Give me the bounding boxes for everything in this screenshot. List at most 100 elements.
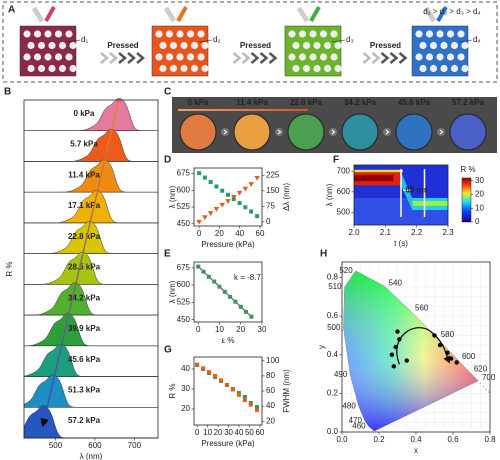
pore xyxy=(292,64,300,73)
curve-label: 22.8 kPa xyxy=(68,232,101,241)
wavelength-label: 520 xyxy=(339,266,353,275)
pore xyxy=(48,41,56,50)
pore xyxy=(186,53,195,61)
y-tick-label: 30 xyxy=(181,384,190,393)
pore xyxy=(44,30,52,38)
curve-label: 0 kPa xyxy=(74,109,95,118)
curve-label: 28.5 kPa xyxy=(68,263,101,272)
pore xyxy=(44,53,52,61)
pressure-label: 34.2 kPa xyxy=(344,98,377,107)
pore xyxy=(302,64,311,73)
wavelength-label: 560 xyxy=(415,304,429,313)
pore xyxy=(425,30,434,38)
wavelength-label: 480 xyxy=(342,401,356,410)
marker xyxy=(242,398,247,403)
x-axis-label: t (s) xyxy=(394,239,408,248)
y-tick-label: 450 xyxy=(177,315,191,324)
x-tick-label: 60 xyxy=(256,229,265,238)
pore xyxy=(309,30,317,38)
x-tick-label: 40 xyxy=(235,428,244,437)
pore xyxy=(37,64,46,73)
chevron xyxy=(250,52,260,64)
y-tick-label: 20 xyxy=(181,404,190,413)
plot-frame xyxy=(193,356,263,426)
marker xyxy=(218,378,223,383)
marker xyxy=(248,402,253,407)
pore xyxy=(429,41,438,50)
y-axis-label: R % xyxy=(5,261,14,276)
leader xyxy=(458,39,473,43)
y-tick-label: 225 xyxy=(266,170,280,179)
trend-arrow xyxy=(396,327,450,365)
y-axis-label: R % xyxy=(168,383,177,398)
y-axis-label: λ (nm) xyxy=(168,280,177,303)
x-tick-label: 30 xyxy=(224,428,233,437)
pore xyxy=(429,64,438,73)
chevron xyxy=(259,52,269,64)
wavelength-label: 600 xyxy=(462,352,476,361)
x-tick-label: 20 xyxy=(214,428,223,437)
pore xyxy=(201,64,209,73)
pore xyxy=(457,30,465,38)
y-tick-label: 100 xyxy=(266,356,280,365)
step-arrow xyxy=(439,129,444,135)
pore xyxy=(436,30,444,38)
y-tick-label: 600 xyxy=(177,280,191,289)
marker xyxy=(217,284,222,289)
heat-edge xyxy=(354,169,403,173)
relation: d₁ > d₂ > d₃ > d₄ xyxy=(423,7,480,16)
x-tick-label: 20 xyxy=(215,229,224,238)
plot-frame xyxy=(353,164,449,226)
step-arrow xyxy=(223,129,228,135)
curve-label: 39.9 kPa xyxy=(68,324,101,333)
marker xyxy=(230,195,237,200)
x-tick-label: 40 xyxy=(235,229,244,238)
marker xyxy=(242,186,249,192)
curve-label: 45.6 kPa xyxy=(68,355,101,364)
pressure-bar xyxy=(178,109,308,111)
pore xyxy=(65,30,73,38)
marker xyxy=(206,274,211,279)
pore xyxy=(180,64,188,73)
action-label: Pressed xyxy=(240,41,271,50)
pore xyxy=(415,53,423,61)
y-tick-label: 80 xyxy=(266,371,275,380)
pore xyxy=(201,41,209,50)
pore xyxy=(58,41,67,50)
pore xyxy=(457,53,465,61)
x-tick-label: 0.0 xyxy=(336,435,348,444)
marker xyxy=(207,211,214,216)
chevron xyxy=(268,52,278,64)
chevron xyxy=(100,52,109,64)
pore xyxy=(330,53,338,61)
pore xyxy=(159,64,167,73)
marker xyxy=(242,395,247,399)
sample xyxy=(179,113,217,151)
pore xyxy=(415,30,423,38)
pore xyxy=(450,41,459,50)
shift-arrow xyxy=(40,99,120,428)
point xyxy=(454,360,459,365)
pore xyxy=(298,30,307,38)
pore xyxy=(302,41,311,50)
marker xyxy=(238,304,243,309)
wavelength-label: 580 xyxy=(441,330,455,339)
x-tick-label: 0.6 xyxy=(447,435,459,444)
x-axis-label: ε % xyxy=(222,336,235,345)
x-tick-label: 0 xyxy=(195,428,200,437)
marker xyxy=(248,182,254,187)
pressure-label: 57.2 kPa xyxy=(452,98,485,107)
panel-label: C xyxy=(164,87,171,98)
x-tick-label: 0 xyxy=(196,325,201,334)
y-tick-label: 0.8 xyxy=(327,273,339,282)
pore xyxy=(165,53,174,61)
colorbar-tick-label: 0 xyxy=(475,217,480,226)
pore xyxy=(446,53,455,61)
marker xyxy=(254,407,259,412)
y-axis-label: FWHM (nm) xyxy=(282,369,291,413)
sample xyxy=(449,113,487,151)
marker xyxy=(236,190,243,196)
spacing-label: d₁ xyxy=(81,35,88,44)
light-in xyxy=(163,6,177,23)
pore xyxy=(27,41,35,50)
